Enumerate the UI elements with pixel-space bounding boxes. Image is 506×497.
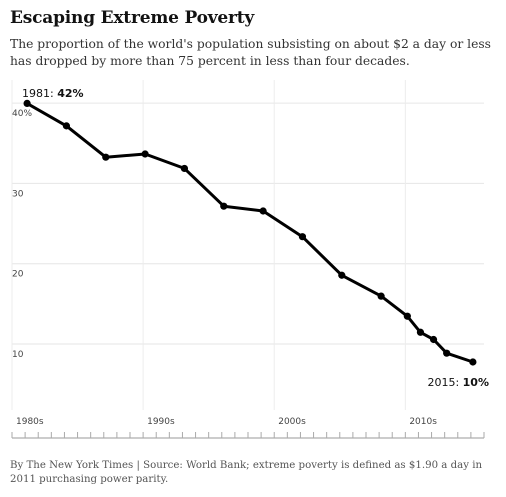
- annotations: 1981: 42% 2015: 10%: [22, 87, 489, 389]
- x-tick-label: 2010s: [409, 417, 437, 427]
- data-series: [23, 99, 477, 366]
- chart-subtitle: The proportion of the world's population…: [10, 37, 491, 68]
- x-axis: 1980s 1990s 2000s 2010s: [11, 417, 485, 439]
- data-point: [429, 335, 438, 344]
- data-point: [298, 233, 307, 241]
- chart-title: Escaping Extreme Poverty: [10, 8, 255, 28]
- gridlines: [11, 80, 484, 410]
- data-point: [141, 150, 149, 158]
- data-point: [259, 207, 267, 215]
- y-tick-label: 10: [12, 350, 24, 360]
- x-tick-label: 1980s: [16, 417, 44, 427]
- data-point: [62, 122, 71, 130]
- x-tick-label: 2000s: [278, 417, 306, 427]
- y-axis-ticks: 40% 30 20 10: [12, 109, 32, 360]
- y-tick-label: 20: [12, 270, 24, 280]
- data-point: [416, 328, 425, 336]
- line-chart: 40% 30 20 10 1980s 1990s 2000s 2010s 1981: 42%…: [11, 80, 489, 439]
- x-tick-label: 1990s: [147, 417, 175, 427]
- data-point: [23, 99, 31, 107]
- y-tick-label: 30: [12, 189, 24, 199]
- source-footer: By The New York Times | Source: World Ba…: [10, 460, 483, 485]
- data-point: [180, 164, 189, 173]
- annotation-1981: 1981: 42%: [22, 87, 84, 100]
- data-point: [220, 202, 228, 210]
- data-point: [403, 312, 411, 320]
- data-point: [377, 292, 385, 300]
- y-tick-label: 40%: [12, 109, 32, 119]
- data-point: [338, 271, 346, 279]
- series-line: [25, 101, 475, 364]
- data-point: [102, 153, 110, 161]
- data-point: [443, 349, 451, 357]
- data-point: [469, 358, 477, 366]
- annotation-2015: 2015: 10%: [427, 376, 489, 389]
